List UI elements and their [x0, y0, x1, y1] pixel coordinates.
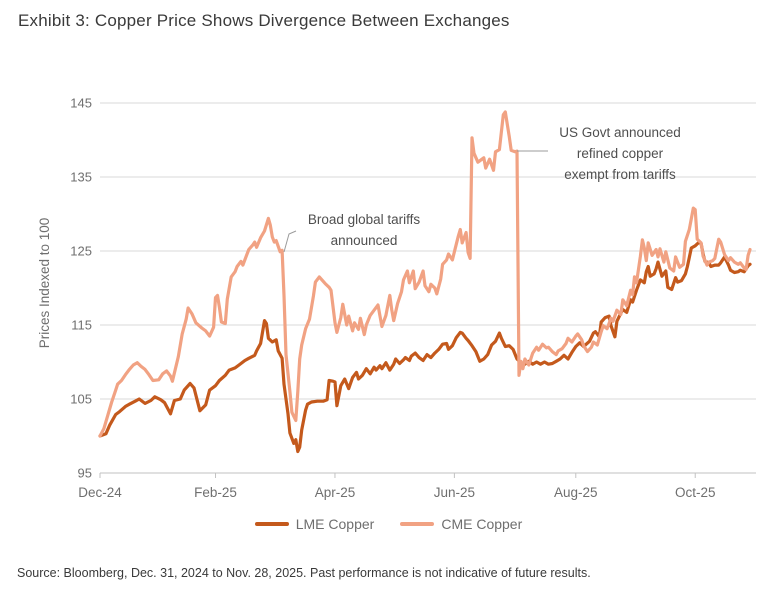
annotation-text-tariff-exemption-line1: US Govt announced [559, 125, 681, 140]
x-tick-label-Jun-25: Jun-25 [434, 485, 475, 500]
annotation-text-tariff-exemption-line3: exempt from tariffs [564, 167, 676, 182]
x-tick-label-Dec-24: Dec-24 [78, 485, 122, 500]
source-footnote: Source: Bloomberg, Dec. 31, 2024 to Nov.… [17, 566, 591, 580]
y-tick-label-135: 135 [70, 170, 92, 185]
annotation-leader-broad-tariffs [283, 230, 297, 253]
x-tick-label-Apr-25: Apr-25 [315, 485, 356, 500]
annotation-text-tariff-exemption-line2: refined copper [577, 146, 664, 161]
y-tick-label-125: 125 [70, 244, 92, 259]
x-tick-label-Feb-25: Feb-25 [194, 485, 237, 500]
series-line-lme-copper [98, 240, 752, 454]
annotation-text-broad-tariffs-line1: Broad global tariffs [308, 212, 421, 227]
cme-line-swatch [400, 522, 435, 526]
y-tick-label-115: 115 [71, 318, 92, 333]
legend-label-lme: LME Copper [295, 516, 375, 532]
x-tick-label-Aug-25: Aug-25 [554, 485, 598, 500]
series-line-cme-copper [98, 110, 752, 438]
y-tick-label-95: 95 [78, 466, 92, 481]
y-tick-label-105: 105 [70, 392, 92, 407]
chart-legend: LME Copper CME Copper [0, 516, 777, 532]
legend-item-lme-copper: LME Copper [254, 516, 375, 532]
chart-title: Exhibit 3: Copper Price Shows Divergence… [18, 11, 510, 30]
x-tick-label-Oct-25: Oct-25 [675, 485, 716, 500]
lme-line-swatch [254, 522, 289, 526]
annotation-text-broad-tariffs-line2: announced [331, 233, 398, 248]
y-axis-title: Prices Indexed to 100 [37, 218, 52, 349]
y-tick-label-145: 145 [70, 96, 92, 111]
legend-label-cme: CME Copper [441, 516, 523, 532]
legend-item-cme-copper: CME Copper [400, 516, 522, 532]
